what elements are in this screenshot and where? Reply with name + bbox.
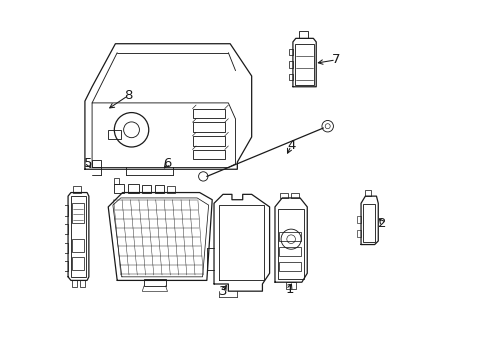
Bar [288, 49, 292, 55]
Bar [290, 193, 298, 198]
Bar [72, 280, 77, 287]
Bar [71, 196, 86, 277]
Bar [72, 203, 83, 223]
Text: 1: 1 [285, 283, 293, 296]
Text: 3: 3 [218, 285, 227, 298]
Bar [363, 204, 375, 242]
Bar [288, 61, 292, 68]
Text: 2: 2 [378, 216, 386, 230]
Bar [63, 243, 68, 253]
Bar [142, 185, 151, 193]
Bar [73, 186, 81, 193]
Bar [299, 31, 308, 39]
Text: 7: 7 [331, 53, 340, 66]
Bar [357, 216, 360, 223]
Bar [279, 232, 300, 241]
Bar [144, 279, 165, 286]
Bar [279, 247, 300, 256]
Text: 5: 5 [84, 157, 93, 170]
Bar [285, 282, 296, 289]
Bar [280, 193, 287, 198]
Text: 4: 4 [286, 139, 295, 152]
Bar [72, 239, 83, 252]
Bar [113, 184, 124, 193]
Bar [279, 262, 300, 271]
Bar [108, 130, 121, 139]
Bar [294, 44, 313, 85]
Bar [92, 160, 101, 167]
Bar [167, 186, 175, 193]
Bar [155, 185, 163, 193]
Bar [364, 190, 370, 196]
Text: 6: 6 [163, 157, 171, 170]
Bar [80, 280, 85, 287]
Bar [192, 109, 224, 118]
Bar [113, 178, 119, 184]
Bar [63, 206, 68, 216]
Bar [63, 261, 68, 271]
Bar [288, 74, 292, 80]
Bar [357, 230, 360, 237]
Bar [63, 224, 68, 234]
Bar [192, 136, 224, 145]
Bar [72, 257, 83, 270]
Bar [128, 184, 139, 193]
Text: 8: 8 [123, 89, 132, 102]
Bar [192, 149, 224, 159]
Bar [192, 122, 224, 132]
Bar [277, 209, 303, 279]
